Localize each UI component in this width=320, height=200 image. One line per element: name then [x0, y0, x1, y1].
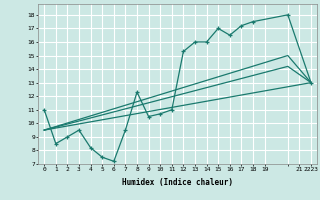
X-axis label: Humidex (Indice chaleur): Humidex (Indice chaleur)	[122, 178, 233, 187]
